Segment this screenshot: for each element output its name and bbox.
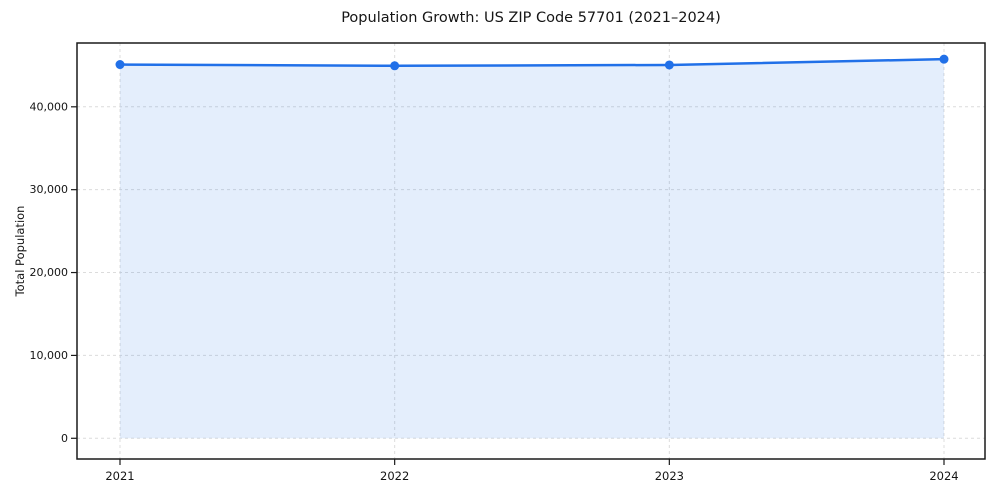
y-tick-label-10,000: 10,000 (30, 349, 69, 362)
x-tick-label-2023: 2023 (655, 469, 684, 483)
data-point-2023 (664, 60, 674, 70)
x-tick-label-2024: 2024 (929, 469, 958, 483)
chart-title: Population Growth: US ZIP Code 57701 (20… (341, 10, 721, 26)
y-tick-label-40,000: 40,000 (30, 100, 69, 113)
population-line-series (118, 57, 946, 68)
area-fill (120, 59, 944, 439)
data-point-2022 (390, 61, 400, 71)
data-point-2024 (939, 54, 949, 64)
y-tick-label-20,000: 20,000 (30, 266, 69, 279)
x-tick-label-2022: 2022 (380, 469, 409, 483)
y-tick-label-30,000: 30,000 (30, 183, 69, 196)
plot-frame (76, 42, 986, 460)
x-tick-label-2021: 2021 (105, 469, 134, 483)
y-tick-label-0: 0 (61, 432, 68, 445)
data-point-2021 (115, 60, 125, 70)
